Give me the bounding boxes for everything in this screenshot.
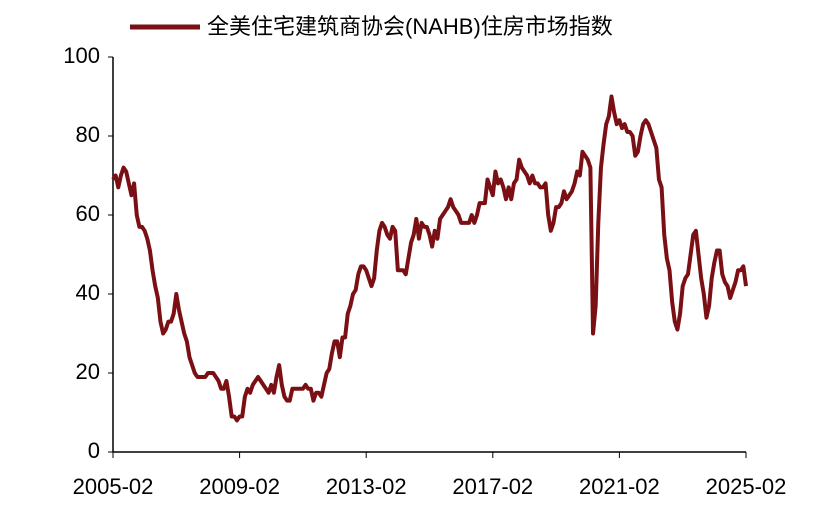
y-tick-label: 0	[88, 438, 100, 463]
x-tick-label: 2013-02	[326, 474, 407, 499]
x-tick-label: 2025-02	[706, 474, 787, 499]
line-series	[111, 94, 748, 423]
legend-label: 全美住宅建筑商协会(NAHB)住房市场指数	[207, 14, 613, 39]
y-tick-label: 40	[76, 280, 100, 305]
x-tick-label: 2009-02	[199, 474, 280, 499]
x-tick-label: 2021-02	[579, 474, 660, 499]
x-tick-label: 2005-02	[73, 474, 154, 499]
y-tick-label: 80	[76, 122, 100, 147]
y-tick-label: 100	[63, 43, 100, 68]
x-tick-label: 2017-02	[452, 474, 533, 499]
y-tick-label: 20	[76, 359, 100, 384]
y-tick-label: 60	[76, 201, 100, 226]
